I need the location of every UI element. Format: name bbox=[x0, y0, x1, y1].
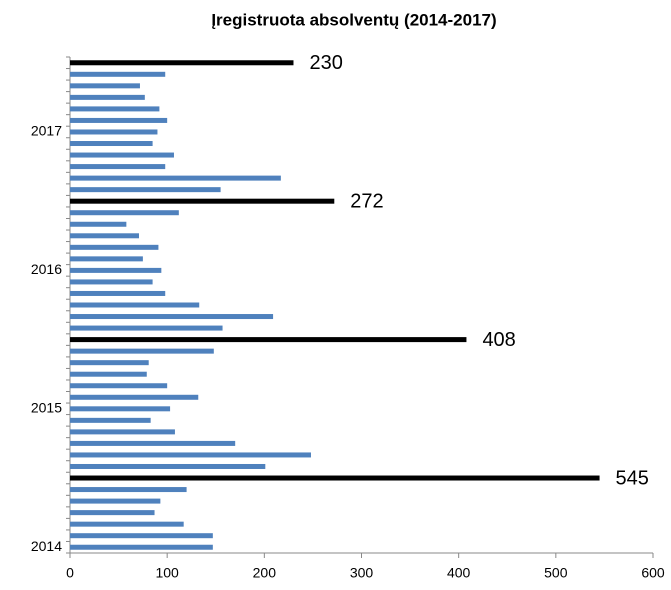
bar bbox=[70, 452, 311, 458]
bar bbox=[70, 475, 600, 481]
bar bbox=[70, 337, 467, 343]
bar bbox=[70, 94, 145, 100]
bar bbox=[70, 141, 153, 147]
bar bbox=[70, 83, 140, 89]
bar bbox=[70, 371, 147, 377]
bar bbox=[70, 302, 200, 308]
x-tick-label: 600 bbox=[641, 565, 665, 581]
bar bbox=[70, 244, 159, 250]
bar bbox=[70, 106, 160, 112]
x-tick-label: 200 bbox=[253, 565, 277, 581]
bar bbox=[70, 325, 223, 331]
bar bbox=[70, 533, 213, 539]
bar bbox=[70, 279, 153, 285]
bar bbox=[70, 290, 166, 296]
value-label: 230 bbox=[309, 52, 342, 74]
bar bbox=[70, 198, 335, 204]
bar bbox=[70, 417, 151, 423]
bar bbox=[70, 360, 149, 366]
bar bbox=[70, 267, 162, 273]
bar bbox=[70, 463, 266, 469]
bar bbox=[70, 440, 236, 446]
bar bbox=[70, 383, 168, 389]
bar bbox=[70, 187, 221, 193]
bar bbox=[70, 256, 143, 262]
y-tick-label: 2014 bbox=[31, 538, 62, 554]
y-tick-label: 2016 bbox=[31, 261, 62, 277]
bar bbox=[70, 233, 139, 239]
bar bbox=[70, 429, 175, 435]
bar bbox=[70, 498, 161, 504]
bar bbox=[70, 210, 179, 216]
bar bbox=[70, 175, 281, 181]
value-label: 272 bbox=[350, 190, 383, 212]
bar bbox=[70, 60, 294, 66]
bar bbox=[70, 348, 214, 354]
bar bbox=[70, 394, 199, 400]
bar bbox=[70, 129, 158, 135]
bar bbox=[70, 544, 213, 550]
bar bbox=[70, 510, 155, 516]
y-tick-label: 2017 bbox=[31, 123, 62, 139]
x-tick-label: 300 bbox=[350, 565, 374, 581]
y-tick-label: 2015 bbox=[31, 400, 62, 416]
x-tick-label: 0 bbox=[66, 565, 74, 581]
chart-title: Įregistruota absolventų (2014-2017) bbox=[211, 10, 496, 29]
bar bbox=[70, 406, 171, 412]
x-tick-label: 100 bbox=[155, 565, 179, 581]
x-tick-label: 500 bbox=[544, 565, 568, 581]
bar bbox=[70, 117, 168, 123]
value-label: 408 bbox=[482, 329, 515, 351]
value-label: 545 bbox=[616, 467, 649, 489]
bar bbox=[70, 487, 187, 493]
bar bbox=[70, 152, 174, 158]
bar bbox=[70, 521, 184, 527]
bar bbox=[70, 221, 127, 227]
bar bbox=[70, 314, 274, 320]
bar bbox=[70, 71, 166, 77]
bar bbox=[70, 164, 166, 170]
x-tick-label: 400 bbox=[447, 565, 471, 581]
